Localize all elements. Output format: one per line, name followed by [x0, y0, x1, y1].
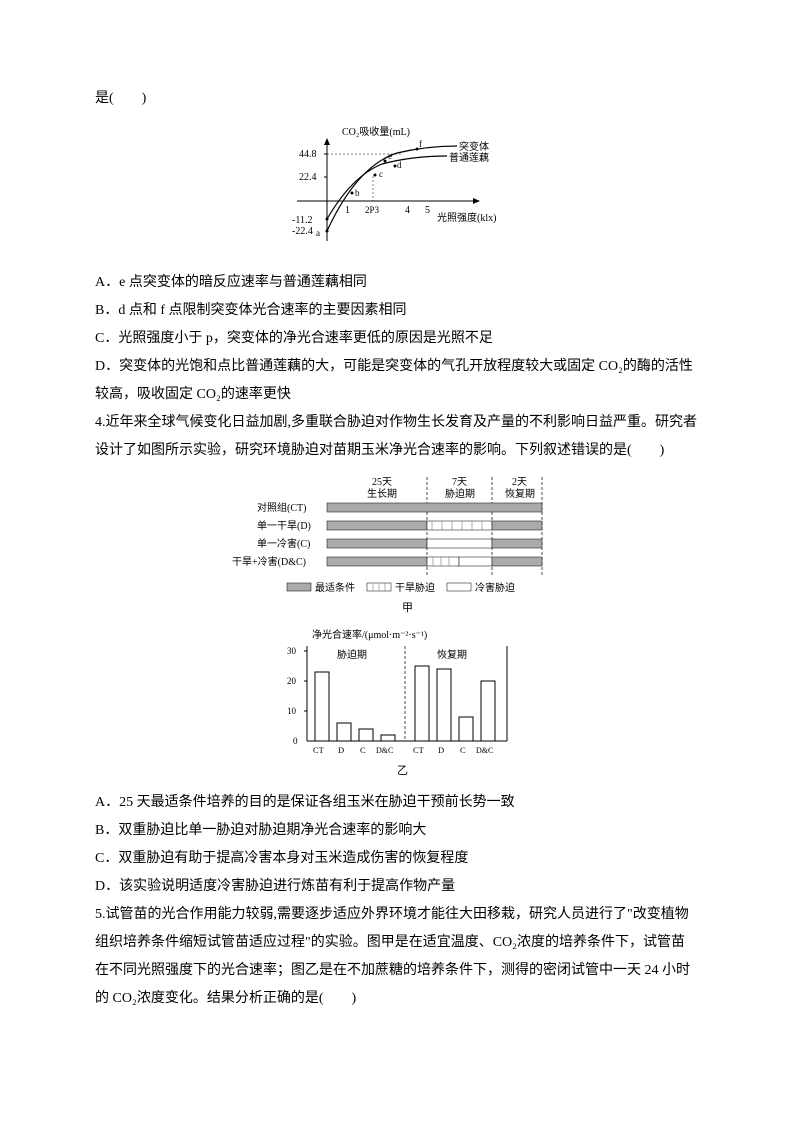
x-ct1: CT: [313, 745, 325, 755]
q3-opt-c: C．光照强度小于 p，突变体的净光合速率更低的原因是光照不足: [95, 325, 699, 353]
x-d1: D: [338, 745, 344, 755]
series-mutant: 突变体: [459, 140, 489, 153]
row-d: 单一干旱(D): [257, 520, 311, 532]
yt-30: 30: [287, 646, 297, 656]
row-c: 单一冷害(C): [257, 537, 310, 550]
yt-20: 20: [287, 676, 297, 686]
q4-opt-c: C．双重胁迫有助于提高冷害本身对玉米造成伤害的恢复程度: [95, 845, 699, 873]
xtick-2P3: 2P3: [365, 205, 380, 215]
chart2a-svg: 25天 7天 2天 生长期 胁迫期 恢复期 对照组(CT) 单一干旱(D) 单一…: [227, 473, 567, 618]
pt-c: c: [379, 169, 383, 179]
chart1-ylabel: CO₂吸收量(mL): [342, 125, 410, 138]
pt-f: f: [419, 139, 422, 149]
q3-opt-a: A．e 点突变体的暗反应速率与普通莲藕相同: [95, 269, 699, 297]
chart2b-svg: 净光合速率/(μmol·m⁻²·s⁻¹) 30 20 10 0 胁迫期 恢复期 …: [257, 626, 537, 781]
reg-recov: 恢复期: [437, 648, 467, 661]
q3-opt-b: B．d 点和 f 点限制突变体光合速率的主要因素相同: [95, 297, 699, 325]
pt-d: d: [397, 160, 402, 170]
chart2b-container: 净光合速率/(μmol·m⁻²·s⁻¹) 30 20 10 0 胁迫期 恢复期 …: [95, 626, 699, 781]
line-shi: 是( ): [95, 85, 699, 113]
q4-opt-b: B．双重胁迫比单一胁迫对胁迫期净光合速率的影响大: [95, 817, 699, 845]
leg-opt: 最适条件: [315, 581, 355, 594]
hdr-2: 2天: [512, 477, 527, 488]
leg-cold: 冷害胁迫: [475, 581, 515, 594]
x-ct2: CT: [413, 745, 425, 755]
chart1-svg: 44.8 22.4 -11.2 -22.4 1 2P3 4 5 CO₂吸收量(m…: [257, 121, 537, 261]
chart1-container: 44.8 22.4 -11.2 -22.4 1 2P3 4 5 CO₂吸收量(m…: [95, 121, 699, 261]
row-dc: 干旱+冷害(D&C): [232, 555, 306, 568]
hdr-grow: 生长期: [367, 487, 397, 500]
chart2a-container: 25天 7天 2天 生长期 胁迫期 恢复期 对照组(CT) 单一干旱(D) 单一…: [95, 473, 699, 618]
xtick-1: 1: [345, 205, 350, 216]
q4-opt-d: D．该实验说明适度冷害胁迫进行炼苗有利于提高作物产量: [95, 873, 699, 901]
row-ct: 对照组(CT): [257, 501, 306, 514]
hdr-recov: 恢复期: [505, 487, 535, 500]
cap-jia: 甲: [402, 602, 413, 614]
x-dc1: D&C: [376, 746, 393, 755]
ytick-n224: -22.4: [292, 226, 313, 237]
cap-yi: 乙: [397, 764, 408, 777]
q5-stem: 5.试管苗的光合作用能力较弱,需要逐步适应外界环境才能往大田移栽，研究人员进行了…: [95, 901, 699, 1013]
yt-0: 0: [293, 736, 298, 746]
series-lotus: 普通莲藕: [449, 151, 489, 164]
yt-10: 10: [287, 706, 297, 716]
x-c1: C: [360, 745, 366, 755]
pt-a: a: [316, 228, 320, 238]
pt-e: e: [388, 151, 392, 161]
hdr-7: 7天: [452, 477, 467, 488]
ytick-448: 44.8: [299, 149, 317, 160]
pt-b: b: [355, 188, 360, 198]
q4-stem: 4.近年来全球气候变化日益加剧,多重联合胁迫对作物生长发育及产量的不利影响日益严…: [95, 409, 699, 465]
x-dc2: D&C: [476, 746, 493, 755]
chart2b-ylabel: 净光合速率/(μmol·m⁻²·s⁻¹): [312, 628, 427, 641]
ytick-224: 22.4: [299, 172, 317, 183]
hdr-25: 25天: [372, 477, 392, 488]
leg-dry: 干旱胁迫: [395, 581, 435, 594]
xtick-5: 5: [425, 205, 430, 216]
x-c2: C: [460, 745, 466, 755]
ytick-n112: -11.2: [292, 215, 312, 226]
q4-opt-a: A．25 天最适条件培养的目的是保证各组玉米在胁迫干预前长势一致: [95, 789, 699, 817]
hdr-stress: 胁迫期: [445, 487, 475, 500]
reg-stress: 胁迫期: [337, 648, 367, 661]
xtick-4: 4: [405, 205, 410, 216]
q3-opt-d: D．突变体的光饱和点比普通莲藕的大，可能是突变体的气孔开放程度较大或固定 CO₂…: [95, 353, 699, 409]
x-d2: D: [438, 745, 444, 755]
chart1-xlabel: 光照强度(klx): [437, 211, 496, 224]
